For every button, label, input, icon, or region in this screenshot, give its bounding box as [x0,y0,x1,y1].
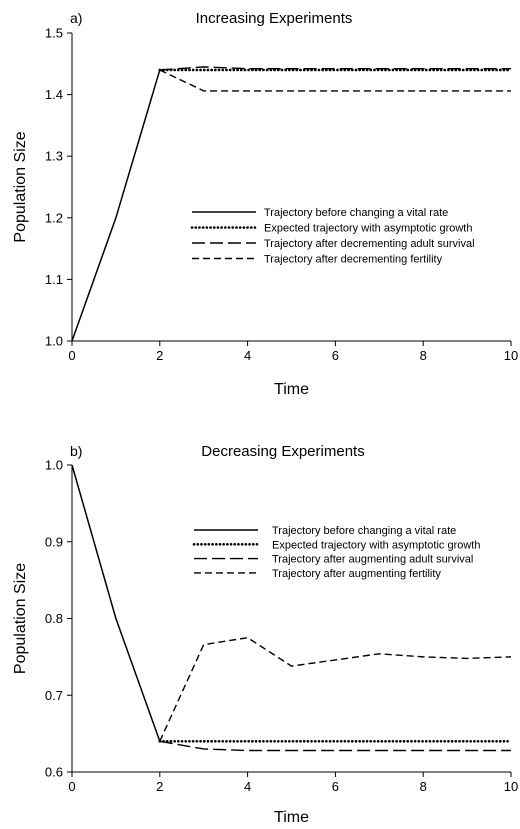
x-tick-label: 8 [420,348,427,363]
x-tick-label: 0 [68,779,75,794]
x-tick-label: 4 [244,348,251,363]
y-axis-label: Population Size [12,563,29,674]
legend-entry: Trajectory after augmenting fertility [272,568,441,580]
legend: Trajectory before changing a vital rate E… [190,207,475,266]
y-tick-label: 1.0 [45,458,63,473]
chart-title: Increasing Experiments [196,10,353,27]
legend-entry: Trajectory before changing a vital rate [272,525,456,537]
panel-label: a) [70,10,82,26]
y-tick-label: 0.6 [45,765,63,780]
x-axis-label: Time [274,381,309,398]
y-tick-label: 1.5 [45,26,63,41]
legend-entry: Trajectory after decrementing fertility [264,254,443,266]
x-tick-label: 2 [156,779,163,794]
x-axis-label: Time [274,809,309,826]
y-axis-label: Population Size [12,131,29,242]
legend-entry: Trajectory after augmenting adult surviv… [272,554,473,566]
y-tick-label: 1.4 [45,87,63,102]
x-tick-label: 6 [332,779,339,794]
chart-panel-a: 0 2 4 6 8 10 1.0 1.1 1.2 1.3 1.4 1.5 a) Increasing Ex… [12,10,518,398]
legend-entry: Trajectory before changing a vital rate [264,207,448,219]
legend-entry: Expected trajectory with asymptotic grow… [272,539,480,551]
legend: Trajectory before changing a vital rate E… [192,525,480,580]
series-line-shortdash [159,69,511,92]
x-tick-label: 2 [156,348,163,363]
y-tick-label: 0.8 [45,611,63,626]
y-tick-label: 1.1 [45,272,63,287]
series-line-solid [71,69,161,342]
x-tick-label: 0 [68,348,75,363]
y-tick-label: 1.3 [45,149,63,164]
chart-title: Decreasing Experiments [201,443,364,460]
x-tick-label: 10 [504,779,518,794]
y-tick-label: 0.7 [45,688,63,703]
y-tick-label: 0.9 [45,534,63,549]
legend-entry: Trajectory after decrementing adult surv… [264,238,475,250]
series-line-shortdash [159,636,512,742]
y-tick-label: 1.2 [45,210,63,225]
x-tick-label: 10 [504,348,518,363]
x-tick-label: 6 [332,348,339,363]
chart-panel-b: 0 2 4 6 8 10 0.6 0.7 0.8 0.9 1.0 b) Decreasing Exper… [12,443,518,826]
series-line-solid [71,464,161,742]
series-line-longdash [159,740,511,752]
y-tick-label: 1.0 [45,334,63,349]
legend-entry: Expected trajectory with asymptotic grow… [264,223,472,235]
panel-label: b) [70,443,82,459]
x-tick-label: 4 [244,779,251,794]
x-tick-label: 8 [420,779,427,794]
series-line-longdash [159,66,511,71]
